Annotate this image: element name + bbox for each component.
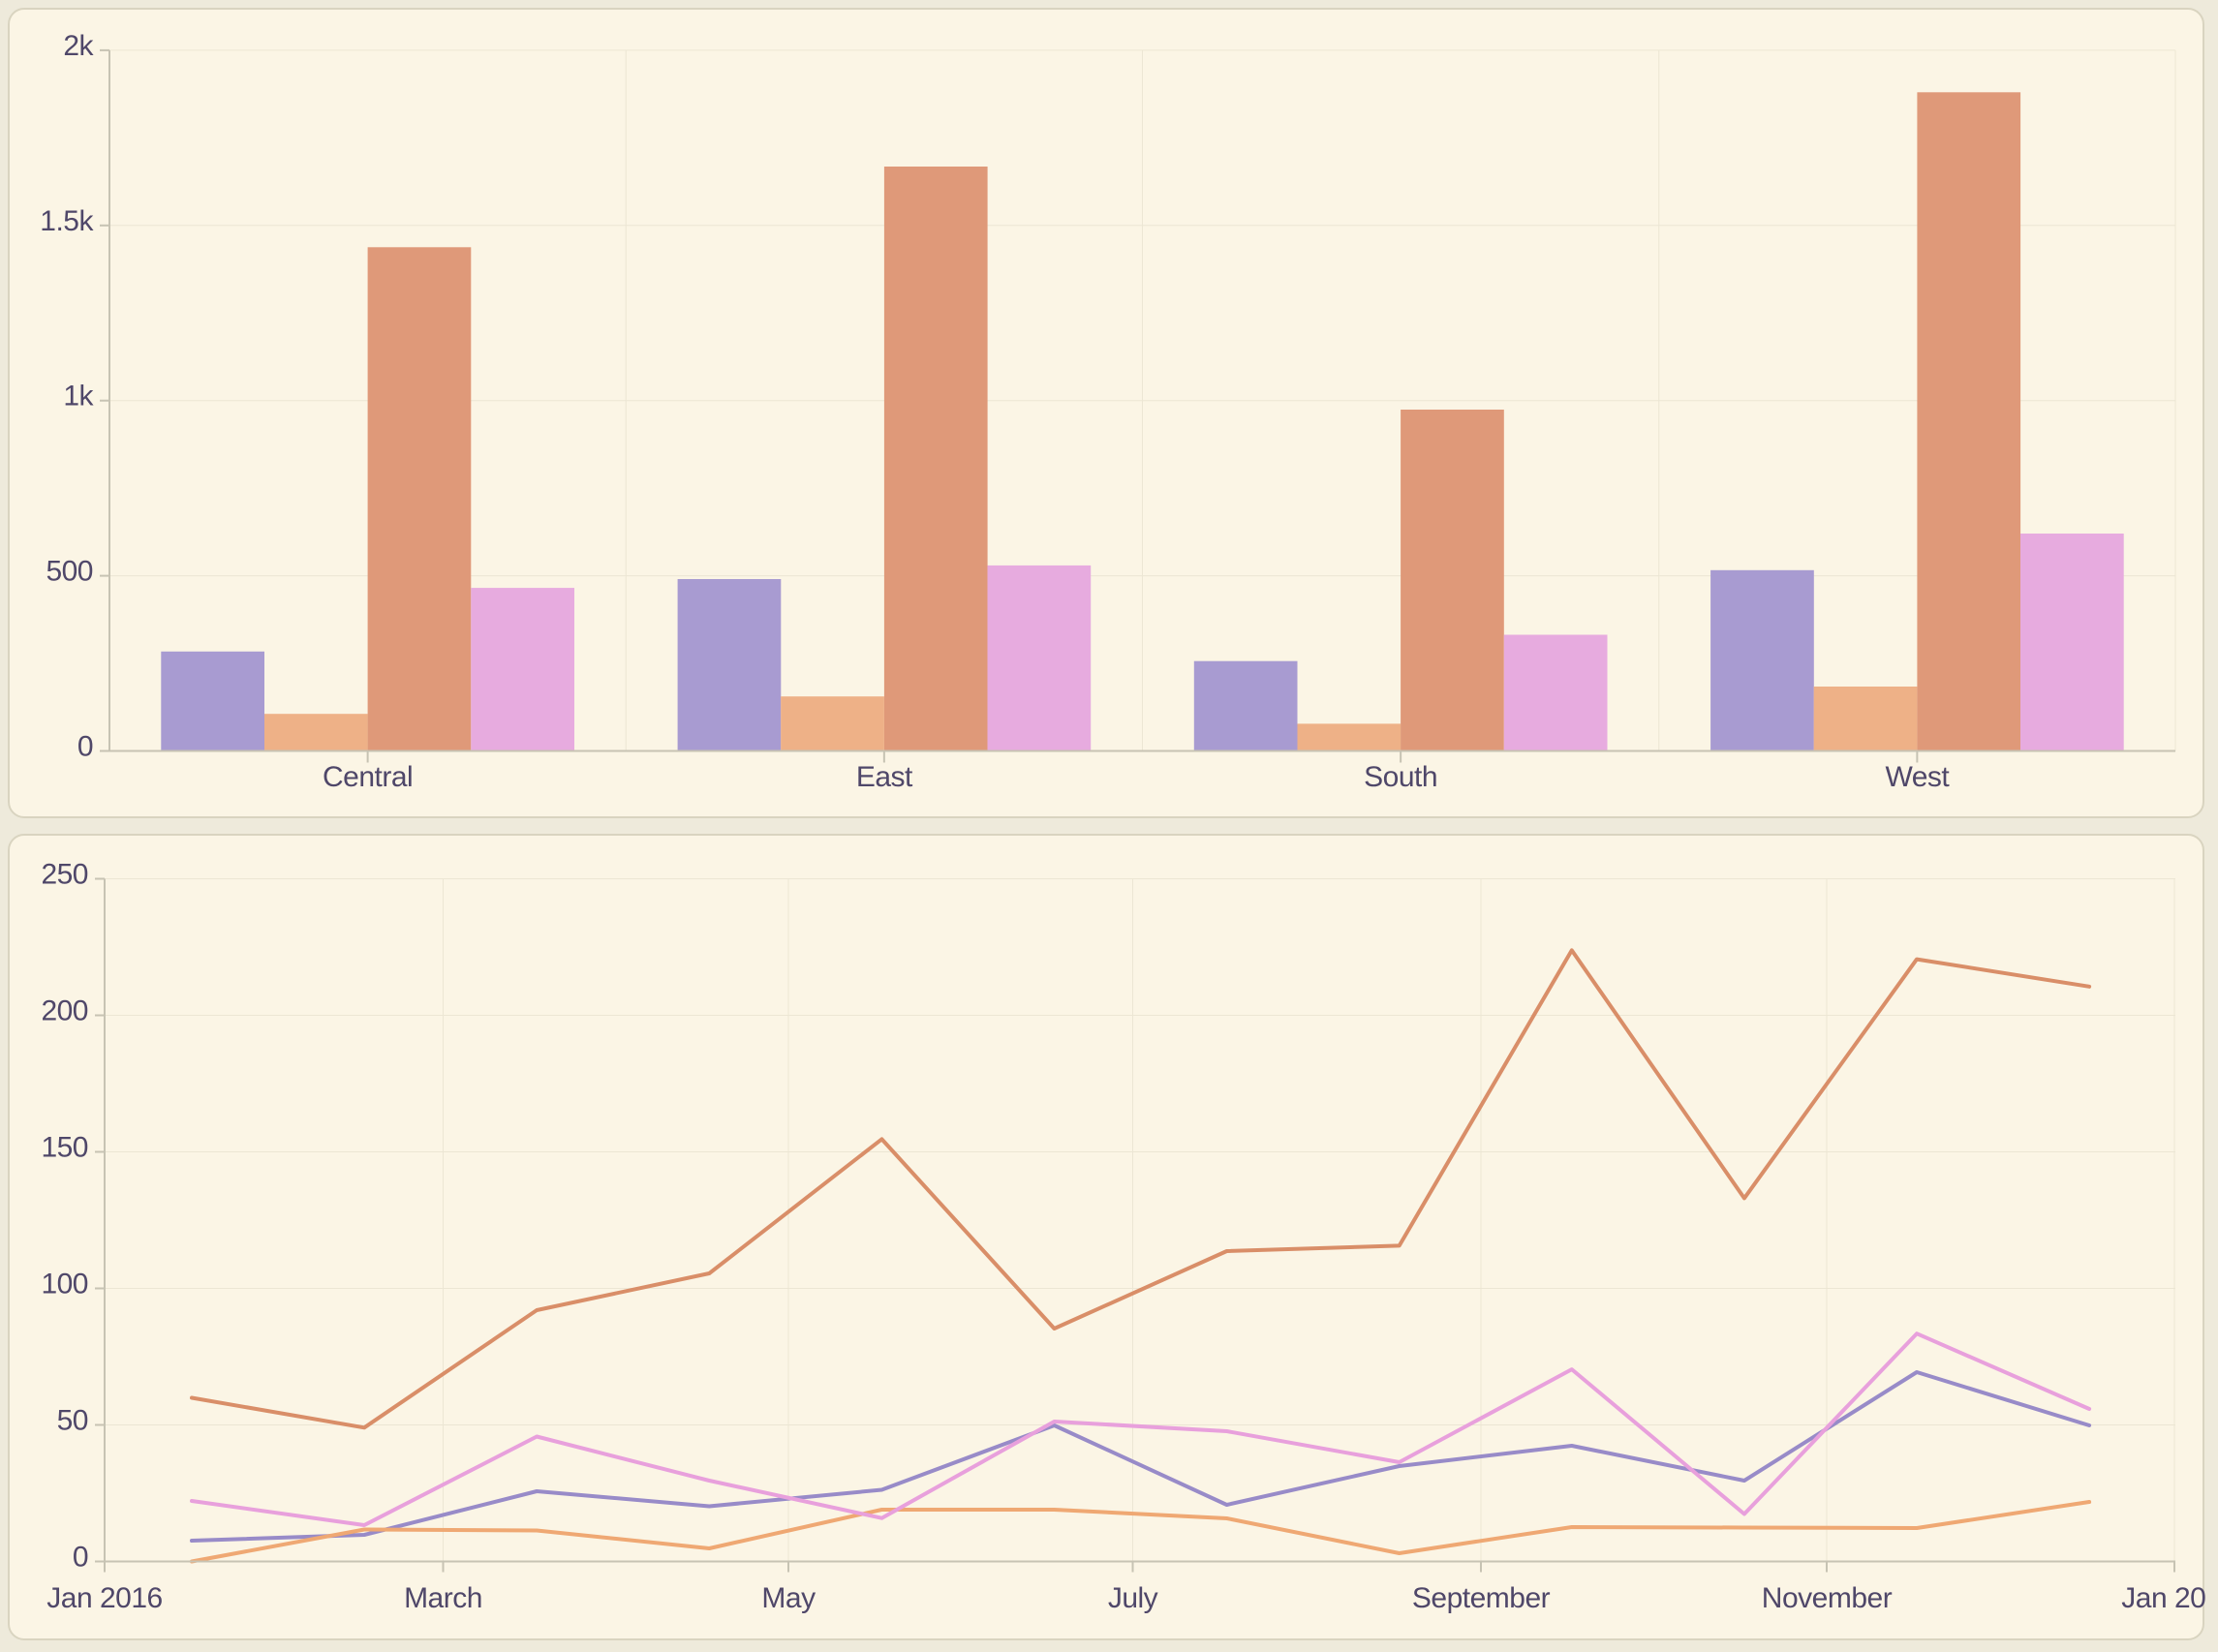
svg-text:July: July [1108,1582,1158,1614]
svg-text:September: September [1412,1582,1551,1614]
svg-text:East: East [856,761,913,793]
svg-text:500: 500 [46,556,93,588]
svg-text:1k: 1k [63,381,94,413]
svg-text:200: 200 [41,995,88,1027]
svg-text:Jan 2017: Jan 2017 [2121,1582,2218,1614]
svg-text:0: 0 [73,1542,88,1574]
svg-text:0: 0 [77,731,93,763]
svg-text:West: West [1885,761,1950,793]
svg-text:Central: Central [323,761,413,793]
svg-text:Jan 2016: Jan 2016 [46,1582,162,1614]
svg-text:May: May [761,1582,816,1614]
svg-text:November: November [1762,1582,1893,1614]
svg-text:50: 50 [57,1405,88,1437]
svg-text:2k: 2k [63,30,94,62]
svg-text:250: 250 [41,859,88,891]
svg-text:1.5k: 1.5k [40,205,94,237]
svg-text:March: March [404,1582,482,1614]
svg-text:100: 100 [41,1269,88,1300]
svg-text:150: 150 [41,1132,88,1164]
svg-text:South: South [1364,761,1437,793]
